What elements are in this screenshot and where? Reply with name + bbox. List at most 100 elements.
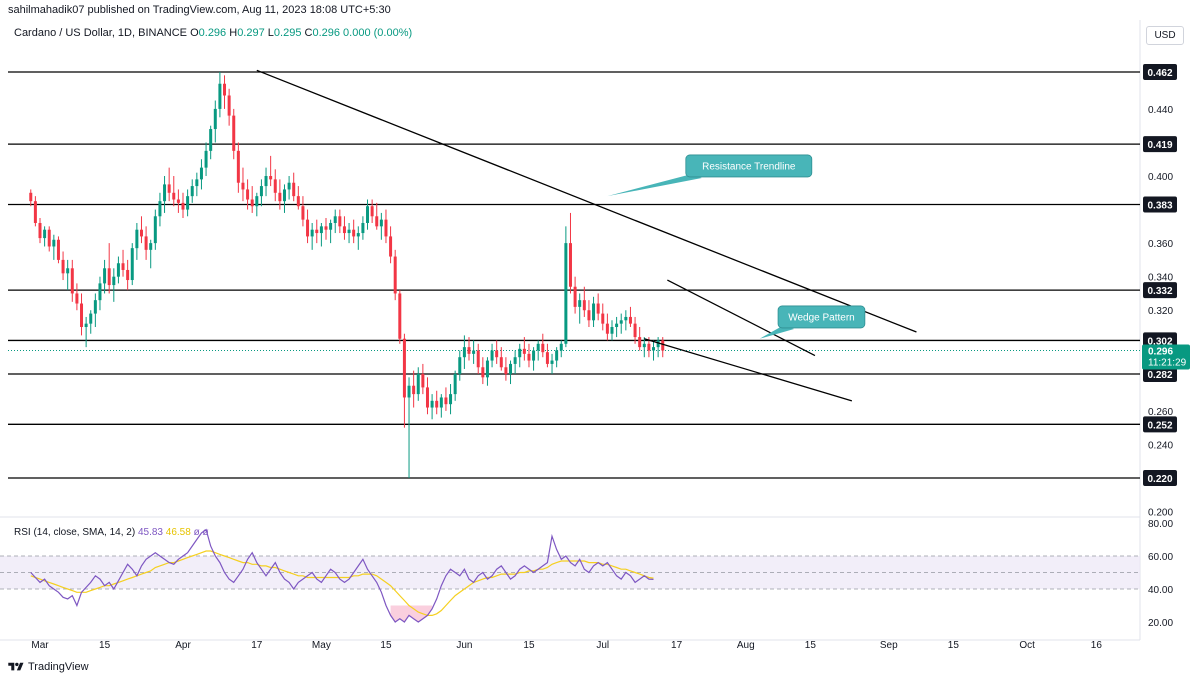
ohlc-values: O0.296 H0.297 L0.295 C0.296: [190, 27, 343, 39]
ohlc-value: 0.297: [237, 27, 268, 39]
candle-body: [61, 259, 65, 274]
trendline-resistance: [256, 69, 917, 333]
callout-pointer: [607, 173, 702, 197]
current-price-label: 0.296: [1148, 346, 1173, 357]
time-tick-label: 15: [948, 640, 960, 651]
candle-body: [458, 357, 462, 374]
candle-body: [656, 340, 660, 348]
footer-brand-label: TradingView: [28, 661, 89, 673]
price-tick-label: 0.400: [1148, 172, 1173, 183]
level-tag-label: 0.220: [1147, 474, 1172, 485]
candle-body: [149, 243, 153, 250]
candle-body: [550, 360, 554, 364]
candle-body: [375, 216, 379, 227]
ohlc-value: 0.295: [273, 27, 305, 39]
candle-body: [342, 226, 346, 234]
candle-body: [628, 316, 632, 324]
ohlc-value: 0.296: [312, 27, 344, 39]
candle-body: [29, 192, 33, 202]
price-change: 0.000 (0.00%): [343, 27, 413, 39]
candle-body: [33, 201, 37, 223]
candle-body: [250, 199, 254, 207]
candle-body: [66, 268, 70, 274]
ohlc-value: 0.296: [198, 27, 230, 39]
candle-body: [310, 229, 314, 237]
candle-body: [652, 347, 656, 351]
price-tick-label: 0.440: [1148, 105, 1173, 116]
price-tick-label: 0.260: [1148, 407, 1173, 418]
rsi-extra-1: ø: [193, 527, 200, 538]
candle-body: [103, 268, 107, 284]
candle-body: [181, 202, 185, 210]
currency-button[interactable]: USD: [1146, 26, 1184, 45]
level-tag-label: 0.419: [1147, 140, 1172, 151]
candle-body: [324, 226, 328, 230]
time-tick-label: 15: [805, 640, 817, 651]
candle-body: [319, 226, 323, 234]
candle-body: [495, 350, 499, 358]
candle-body: [172, 192, 176, 200]
candle-body: [481, 367, 485, 378]
candle-body: [204, 150, 208, 168]
candle-body: [255, 196, 259, 207]
time-tick-label: 17: [251, 640, 263, 651]
candle-body: [582, 300, 586, 311]
candle-body: [509, 363, 513, 374]
candle-body: [213, 108, 217, 130]
candle-body: [407, 385, 411, 398]
candle-body: [573, 286, 577, 307]
candle-body: [578, 300, 582, 307]
candle-body: [186, 196, 190, 210]
level-tag: [1143, 365, 1177, 382]
callout-box: [777, 305, 866, 329]
candle-body: [661, 340, 665, 351]
rsi-value: 45.83: [137, 527, 163, 538]
price-tick-label: 0.360: [1148, 239, 1173, 250]
level-tag-label: 0.332: [1147, 286, 1172, 297]
candle-body: [541, 343, 545, 353]
candle-body: [596, 303, 600, 314]
candle-body: [269, 176, 273, 180]
candle-body: [259, 186, 263, 197]
candle-body: [587, 310, 591, 321]
footer-brand[interactable]: TradingView: [8, 661, 89, 673]
candle-body: [135, 229, 139, 249]
candle-body: [84, 323, 88, 328]
candle-body: [472, 350, 476, 354]
symbol-name[interactable]: Cardano / US Dollar, 1D, BINANCE: [14, 27, 188, 39]
candle-body: [241, 182, 245, 190]
candle-body: [513, 357, 517, 364]
candle-body: [144, 236, 148, 250]
callout-label: Wedge Pattern: [788, 312, 855, 323]
candle-body: [329, 222, 333, 230]
publish-line: sahilmahadik07 published on TradingView.…: [8, 4, 391, 16]
level-tag: [1143, 136, 1177, 153]
rsi-extra-2: ø: [202, 527, 209, 538]
callout-box: [685, 154, 813, 178]
ohlc-key: L: [267, 27, 274, 39]
level-tag: [1143, 470, 1177, 486]
rsi-tick-label: 80.00: [1148, 519, 1173, 530]
candle-body: [264, 176, 268, 187]
candle-body: [522, 348, 526, 354]
level-tag-label: 0.302: [1147, 336, 1172, 347]
candle-body: [638, 337, 642, 348]
candle-body: [393, 256, 397, 294]
candle-body: [605, 323, 609, 334]
candle-body: [555, 350, 559, 361]
candle-body: [592, 303, 596, 321]
ohlc-key: O: [190, 27, 199, 39]
rsi-tick-label: 60.00: [1148, 552, 1173, 563]
candle-body: [199, 167, 203, 180]
trendline-wedge-lower: [644, 338, 853, 402]
time-tick-label: 15: [99, 640, 111, 651]
candle-body: [518, 348, 522, 358]
candle-body: [70, 268, 74, 294]
level-tag-label: 0.462: [1147, 68, 1172, 79]
trendline-wedge-upper: [667, 279, 816, 357]
candle-body: [282, 189, 286, 202]
time-tick-label: 17: [671, 640, 683, 651]
ohlc-key: C: [304, 27, 313, 39]
candle-body: [38, 222, 42, 239]
